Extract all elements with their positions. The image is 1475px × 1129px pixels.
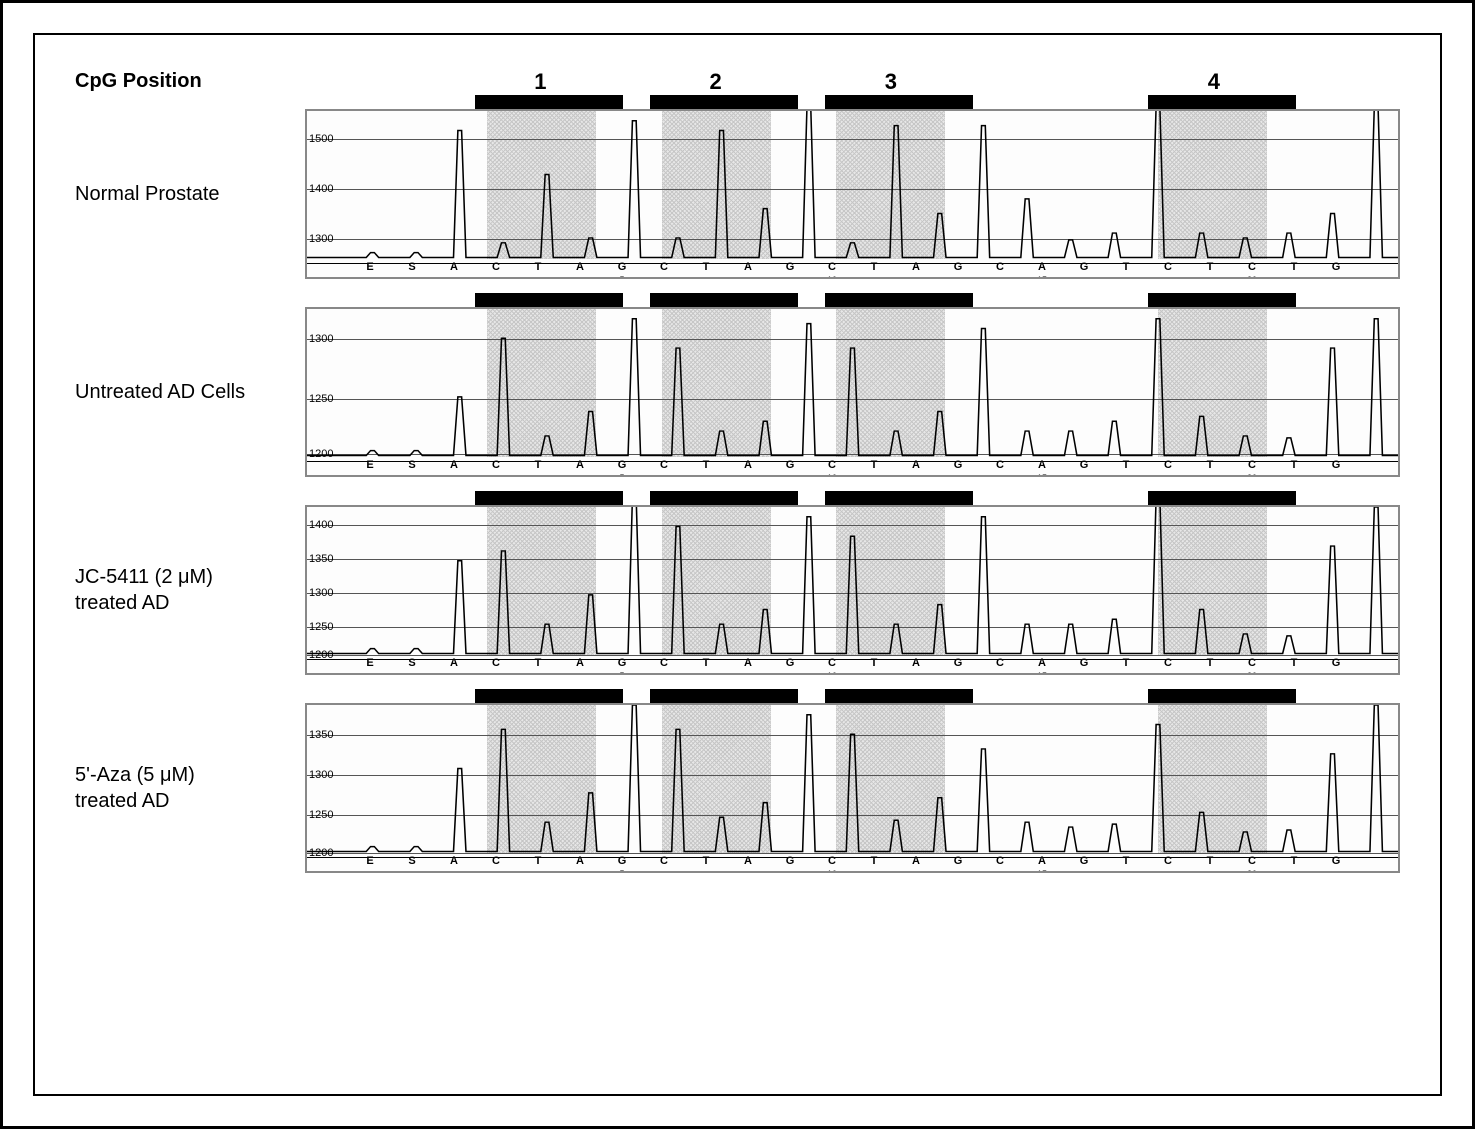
pyrogram-trace bbox=[307, 507, 1398, 673]
panel-row: JC-5411 (2 μM)treated AD1400135013001250… bbox=[75, 505, 1400, 675]
cpg-indicator-bar bbox=[825, 95, 973, 109]
pyrogram: 150014001300ESACTAGCTAGCTAGCAGTCTCTG5101… bbox=[305, 109, 1400, 279]
cpg-position-number: 1 bbox=[534, 69, 546, 95]
panel-label: Untreated AD Cells bbox=[75, 379, 305, 405]
header-row: CpG Position 1 2 3 4 bbox=[75, 65, 1400, 97]
cpg-position-number: 2 bbox=[710, 69, 722, 95]
figure-box: CpG Position 1 2 3 4 Normal Prostate1500140… bbox=[33, 33, 1442, 1096]
cpg-indicator-bar bbox=[475, 95, 623, 109]
pyrogram-trace bbox=[307, 111, 1398, 277]
panel-label: JC-5411 (2 μM)treated AD bbox=[75, 564, 305, 616]
pyrogram-wrap: 14001350130012501200ESACTAGCTAGCTAGCAGTC… bbox=[305, 505, 1400, 675]
panel-label: 5'-Aza (5 μM)treated AD bbox=[75, 762, 305, 814]
pyrogram-trace bbox=[307, 705, 1398, 871]
cpg-indicator-bar bbox=[475, 491, 623, 505]
cpg-indicator-bar bbox=[1148, 293, 1296, 307]
page: CpG Position 1 2 3 4 Normal Prostate1500140… bbox=[0, 0, 1475, 1129]
cpg-indicator-bar bbox=[825, 491, 973, 505]
cpg-indicator-bar bbox=[825, 293, 973, 307]
panels-container: Normal Prostate150014001300ESACTAGCTAGCT… bbox=[75, 109, 1400, 873]
pyrogram-wrap: 130012501200ESACTAGCTAGCTAGCAGTCTCTG5101… bbox=[305, 307, 1400, 477]
cpg-indicator-bar bbox=[650, 95, 798, 109]
cpg-indicator-bar bbox=[1148, 491, 1296, 505]
cpg-indicator-bar bbox=[825, 689, 973, 703]
pyrogram: 14001350130012501200ESACTAGCTAGCTAGCAGTC… bbox=[305, 505, 1400, 675]
cpg-indicator-bar bbox=[1148, 95, 1296, 109]
panel-row: 5'-Aza (5 μM)treated AD1350130012501200E… bbox=[75, 703, 1400, 873]
pyrogram-wrap: 150014001300ESACTAGCTAGCTAGCAGTCTCTG5101… bbox=[305, 109, 1400, 279]
cpg-indicator-bar bbox=[650, 491, 798, 505]
cpg-indicator-bar bbox=[1148, 689, 1296, 703]
cpg-position-number: 4 bbox=[1208, 69, 1220, 95]
pyrogram-wrap: 1350130012501200ESACTAGCTAGCTAGCAGTCTCTG… bbox=[305, 703, 1400, 873]
cpg-position-number: 3 bbox=[885, 69, 897, 95]
pyrogram: 130012501200ESACTAGCTAGCTAGCAGTCTCTG5101… bbox=[305, 307, 1400, 477]
pyrogram-trace bbox=[307, 309, 1398, 475]
cpg-indicator-bar bbox=[650, 689, 798, 703]
panel-row: Normal Prostate150014001300ESACTAGCTAGCT… bbox=[75, 109, 1400, 279]
panel-row: Untreated AD Cells130012501200ESACTAGCTA… bbox=[75, 307, 1400, 477]
pyrogram: 1350130012501200ESACTAGCTAGCTAGCAGTCTCTG… bbox=[305, 703, 1400, 873]
cpg-indicator-bar bbox=[475, 689, 623, 703]
header-label: CpG Position bbox=[75, 70, 305, 93]
cpg-indicator-bar bbox=[650, 293, 798, 307]
cpg-indicator-bar bbox=[475, 293, 623, 307]
panel-label: Normal Prostate bbox=[75, 181, 305, 207]
header-numbers: 1 2 3 4 bbox=[305, 69, 1400, 93]
